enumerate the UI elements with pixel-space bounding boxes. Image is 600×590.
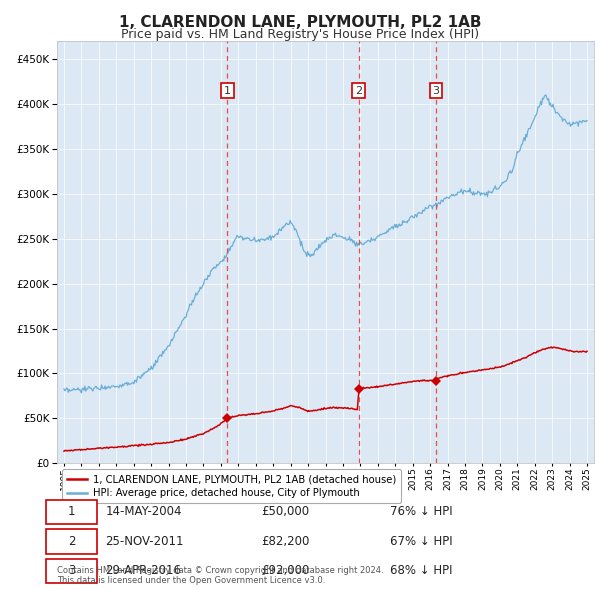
Text: 2: 2 [355,86,362,96]
Text: 14-MAY-2004: 14-MAY-2004 [106,505,182,519]
Text: 29-APR-2016: 29-APR-2016 [106,564,181,578]
Text: Contains HM Land Registry data © Crown copyright and database right 2024.
This d: Contains HM Land Registry data © Crown c… [57,566,383,585]
Text: £92,000: £92,000 [261,564,310,578]
Text: 3: 3 [68,564,75,578]
Text: 1: 1 [68,505,75,519]
Text: £82,200: £82,200 [261,535,310,548]
Text: £50,000: £50,000 [261,505,309,519]
Text: Price paid vs. HM Land Registry's House Price Index (HPI): Price paid vs. HM Land Registry's House … [121,28,479,41]
Text: 67% ↓ HPI: 67% ↓ HPI [390,535,452,548]
Text: 1, CLARENDON LANE, PLYMOUTH, PL2 1AB: 1, CLARENDON LANE, PLYMOUTH, PL2 1AB [119,15,481,30]
Text: 68% ↓ HPI: 68% ↓ HPI [390,564,452,578]
Text: 3: 3 [433,86,439,96]
FancyBboxPatch shape [46,529,97,554]
Legend: 1, CLARENDON LANE, PLYMOUTH, PL2 1AB (detached house), HPI: Average price, detac: 1, CLARENDON LANE, PLYMOUTH, PL2 1AB (de… [62,469,401,503]
Text: 76% ↓ HPI: 76% ↓ HPI [390,505,452,519]
Text: 1: 1 [224,86,231,96]
FancyBboxPatch shape [46,500,97,525]
Text: 2: 2 [68,535,75,548]
FancyBboxPatch shape [46,559,97,584]
Text: 25-NOV-2011: 25-NOV-2011 [106,535,184,548]
